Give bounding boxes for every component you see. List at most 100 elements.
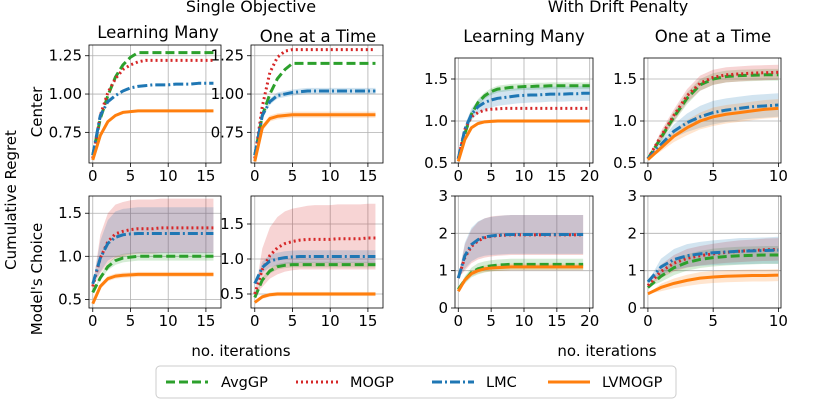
line-lvmogp — [91, 272, 214, 305]
x-tick-label: 10 — [769, 312, 788, 330]
y-tick-label: 1.5 — [613, 70, 637, 88]
band-lvmogp — [458, 263, 584, 292]
x-tick-label: 10 — [159, 312, 178, 330]
axes-frame — [88, 195, 222, 309]
x-tick-label: 0 — [643, 167, 653, 185]
panel-title: One at a Time — [260, 27, 376, 46]
line-avggp — [91, 254, 214, 294]
x-tick-label: 0 — [454, 312, 464, 330]
y-tick-label: 3 — [627, 187, 637, 205]
plot-area — [253, 203, 376, 304]
band-lvmogp — [647, 99, 779, 160]
x-tick-label: 20 — [580, 312, 599, 330]
band-mogp — [254, 203, 376, 294]
y-tick-label: 0 — [438, 299, 448, 317]
plot-area — [646, 64, 779, 161]
x-tick-label: 10 — [514, 167, 533, 185]
x-tick-label: 0 — [643, 312, 653, 330]
line-lmc — [91, 231, 214, 285]
line-mogp — [456, 233, 584, 279]
x-tick-label: 5 — [288, 167, 298, 185]
plot-area — [253, 48, 376, 162]
y-axis-label: Cumulative Regret — [2, 130, 20, 270]
x-tick-label: 10 — [514, 312, 533, 330]
legend-frame — [155, 365, 677, 399]
group-title-drift-penalty: With Drift Penalty — [548, 0, 689, 16]
axes-frame — [88, 44, 222, 164]
line-lvmogp — [253, 292, 376, 304]
band-mogp — [254, 49, 376, 159]
row-label-center: Center — [28, 86, 46, 137]
x-tick-label: 10 — [159, 167, 178, 185]
legend-label-lmc: LMC — [486, 375, 517, 391]
y-tick-label: 3 — [438, 187, 448, 205]
line-mogp — [253, 48, 376, 159]
line-avggp — [253, 263, 376, 299]
line-lmc — [646, 103, 779, 160]
legend-item-mogp: MOGP — [296, 375, 394, 391]
band-lvmogp — [254, 111, 376, 162]
band-mogp — [647, 238, 779, 286]
y-tick-label: 1.5 — [220, 215, 244, 233]
y-tick-label: 1.00 — [49, 85, 82, 103]
band-avggp — [254, 63, 376, 156]
plot-area — [646, 236, 779, 296]
y-tick-label: 1 — [627, 262, 637, 280]
band-lmc — [647, 236, 779, 282]
line-avggp — [91, 51, 214, 156]
axes-frame — [643, 195, 782, 309]
line-lmc — [456, 232, 584, 279]
x-tick-label: 5 — [486, 312, 496, 330]
group-title-single-objective: Single Objective — [186, 0, 316, 16]
x-tick-label: 15 — [358, 167, 377, 185]
plot-area — [456, 82, 590, 162]
line-lvmogp — [646, 106, 779, 161]
panel-title: Learning Many — [97, 23, 219, 42]
x-tick-label: 15 — [547, 167, 566, 185]
y-tick-label: 0.5 — [220, 285, 244, 303]
legend-label-lvmogp: LVMOGP — [602, 375, 663, 391]
line-lvmogp — [456, 265, 584, 292]
line-lmc — [646, 248, 779, 283]
y-tick-label: 2 — [627, 224, 637, 242]
y-tick-label: 0.75 — [211, 123, 244, 141]
y-tick-label: 0.5 — [613, 154, 637, 172]
panel-8: 0 5 10 0 1 2 3 — [627, 187, 787, 330]
line-avggp — [457, 262, 584, 291]
line-lvmogp — [253, 113, 376, 162]
panel-3: 0 5 10 15 20 0.5 1.0 1.5 Learning Many — [424, 27, 599, 185]
x-tick-label: 15 — [196, 167, 215, 185]
axes-frame — [250, 44, 384, 164]
y-tick-label: 1.00 — [211, 85, 244, 103]
x-tick-label: 5 — [486, 167, 496, 185]
y-tick-label: 1 — [438, 262, 448, 280]
band-mogp — [92, 198, 214, 287]
panel-title: Learning Many — [463, 27, 585, 46]
y-tick-label: 1.5 — [424, 70, 448, 88]
x-tick-label: 0 — [88, 167, 98, 185]
panel-title: One at a Time — [655, 27, 771, 46]
line-mogp — [91, 58, 214, 159]
band-mogp — [92, 60, 214, 159]
x-tick-label: 5 — [126, 312, 136, 330]
band-avggp — [92, 52, 214, 156]
line-mogp — [253, 236, 376, 295]
x-axis-label-drift-penalty: no. iterations — [557, 342, 656, 360]
line-lmc — [253, 255, 376, 285]
line-avggp — [456, 84, 590, 160]
y-tick-label: 1.0 — [424, 112, 448, 130]
x-tick-label: 0 — [250, 167, 260, 185]
x-tick-label: 10 — [321, 312, 340, 330]
x-tick-label: 0 — [88, 312, 98, 330]
plot-area — [456, 215, 584, 292]
y-tick-label: 1.0 — [58, 247, 82, 265]
row-label-models-choice: Model's Choice — [28, 223, 46, 336]
x-tick-label: 15 — [358, 312, 377, 330]
line-lvmogp — [456, 119, 590, 162]
y-tick-label: 1.0 — [220, 250, 244, 268]
band-lmc — [458, 215, 584, 279]
line-lmc — [253, 89, 376, 156]
y-tick-label: 0 — [627, 299, 637, 317]
legend-item-avggp: AvgGP — [166, 375, 268, 391]
x-tick-label: 0 — [454, 167, 464, 185]
